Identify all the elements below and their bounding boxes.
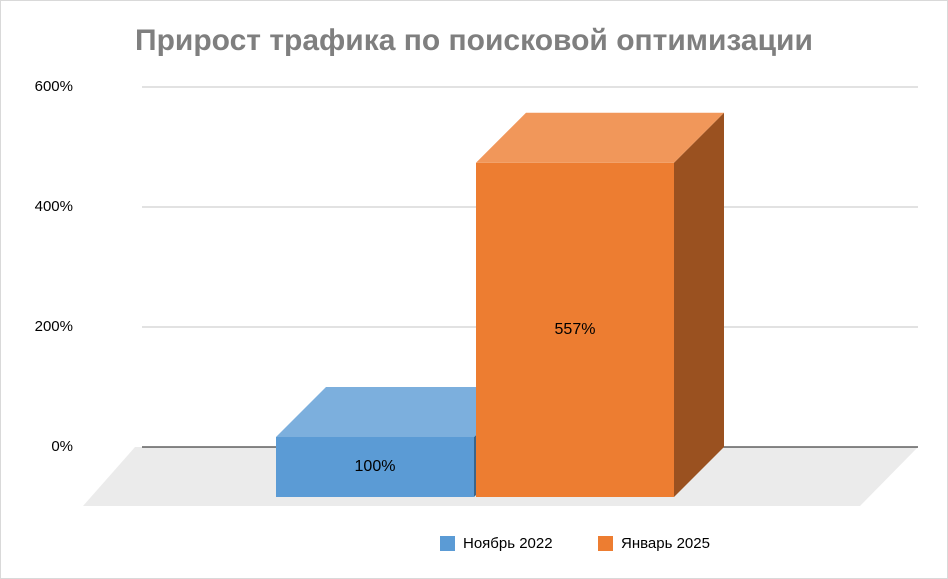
- value-label: 557%: [555, 321, 596, 338]
- legend-label: Январь 2025: [621, 535, 710, 552]
- value-label: 100%: [355, 458, 396, 475]
- bar-top: [276, 387, 524, 437]
- legend-label: Ноябрь 2022: [463, 535, 553, 552]
- y-tick-label: 200%: [35, 318, 73, 335]
- bar: [476, 162, 674, 498]
- y-tick-label: 600%: [35, 78, 73, 95]
- bar: [276, 437, 474, 497]
- y-tick-label: 400%: [35, 198, 73, 215]
- bar-side: [674, 112, 724, 498]
- legend-swatch: [440, 536, 455, 551]
- legend-swatch: [598, 536, 613, 551]
- y-tick-label: 0%: [51, 438, 73, 455]
- bar-top: [476, 112, 724, 163]
- chart-title: Прирост трафика по поисковой оптимизации: [135, 24, 813, 57]
